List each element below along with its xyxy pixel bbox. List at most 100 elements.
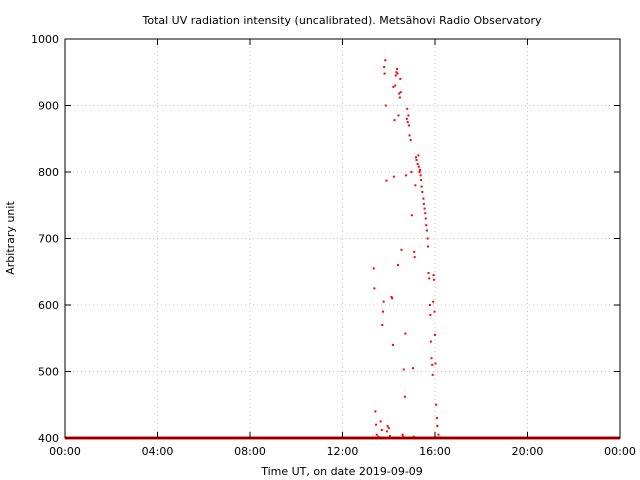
data-point (422, 197, 425, 200)
y-tick-label: 700 (38, 233, 59, 246)
data-point (403, 395, 406, 398)
data-point (421, 190, 424, 193)
x-tick-label: 08:00 (234, 445, 266, 458)
data-point (429, 340, 432, 343)
data-point (406, 107, 409, 110)
data-point (432, 300, 435, 303)
data-point (427, 245, 430, 248)
data-point (412, 367, 415, 370)
data-point (408, 134, 411, 137)
data-point (391, 297, 394, 300)
data-point (398, 92, 401, 95)
data-point (425, 224, 428, 227)
data-point (392, 175, 395, 178)
data-point (427, 272, 430, 275)
plot-frame (64, 38, 621, 439)
data-point (394, 84, 397, 87)
data-point (375, 433, 378, 436)
data-point (390, 296, 393, 299)
data-point (423, 207, 426, 210)
data-point (424, 212, 427, 215)
data-point (431, 373, 434, 376)
data-point (381, 323, 384, 326)
data-point (392, 85, 395, 88)
data-point (420, 185, 423, 188)
data-point (420, 178, 423, 181)
data-point (406, 121, 409, 124)
data-point (425, 229, 428, 232)
data-point (402, 435, 405, 438)
data-point (395, 71, 398, 74)
data-point (426, 237, 429, 240)
data-point (410, 214, 413, 217)
x-tick-label: 12:00 (327, 445, 359, 458)
data-point (387, 427, 390, 430)
data-point (400, 248, 403, 251)
data-point (419, 174, 422, 177)
data-point (407, 114, 410, 117)
x-tick-label: 00:00 (604, 445, 636, 458)
data-point (437, 433, 440, 436)
data-point (438, 436, 441, 439)
data-point (382, 300, 385, 303)
data-point (435, 417, 438, 420)
data-point (397, 114, 400, 117)
data-point (433, 310, 436, 313)
data-point (384, 59, 387, 62)
data-point (433, 278, 436, 281)
data-point (436, 425, 439, 428)
data-point (405, 117, 408, 120)
data-point (428, 304, 431, 306)
data-point (416, 163, 419, 166)
data-point (409, 139, 412, 142)
data-point (372, 267, 375, 270)
data-point (418, 171, 421, 173)
grid (65, 39, 620, 438)
data-point (408, 124, 411, 127)
y-tick-label: 400 (38, 432, 59, 445)
data-point (383, 65, 386, 68)
data-point (417, 165, 420, 168)
data-series (65, 59, 620, 440)
data-point (373, 287, 376, 290)
y-tick-label: 500 (38, 366, 59, 379)
data-point (391, 343, 394, 346)
axis-ticks: 00:00 04:00 08:00 12:00 16:00 20:00 00:0040050… (31, 33, 636, 458)
data-point (422, 202, 425, 205)
data-point (385, 179, 388, 182)
y-axis-label: Arbitrary unit (4, 201, 17, 275)
data-point (430, 357, 433, 360)
data-point (431, 363, 434, 366)
data-point (414, 184, 417, 187)
data-point (398, 96, 401, 99)
data-point (415, 159, 418, 162)
data-point (404, 332, 407, 335)
data-point (396, 72, 399, 75)
data-point (399, 77, 402, 80)
data-point (434, 333, 436, 336)
data-point (413, 256, 416, 259)
chart-title: Total UV radiation intensity (uncalibrat… (142, 14, 542, 27)
data-point (402, 368, 405, 371)
data-point (393, 119, 396, 122)
y-tick-label: 600 (38, 299, 59, 312)
data-point (375, 423, 378, 426)
data-point (428, 277, 431, 280)
data-point (381, 310, 384, 313)
data-point (384, 104, 387, 107)
x-axis-label: Time UT, on date 2019-09-09 (260, 465, 423, 478)
x-tick-label: 16:00 (419, 445, 451, 458)
data-point (424, 217, 427, 220)
y-tick-label: 800 (38, 166, 59, 179)
data-point (432, 274, 435, 277)
data-point (386, 425, 389, 428)
data-point (434, 362, 437, 365)
data-point (397, 264, 399, 267)
data-point (401, 433, 404, 436)
x-tick-label: 04:00 (142, 445, 174, 458)
x-tick-label: 20:00 (512, 445, 544, 458)
data-point (435, 403, 438, 406)
data-point (380, 429, 383, 432)
data-point (396, 67, 399, 70)
